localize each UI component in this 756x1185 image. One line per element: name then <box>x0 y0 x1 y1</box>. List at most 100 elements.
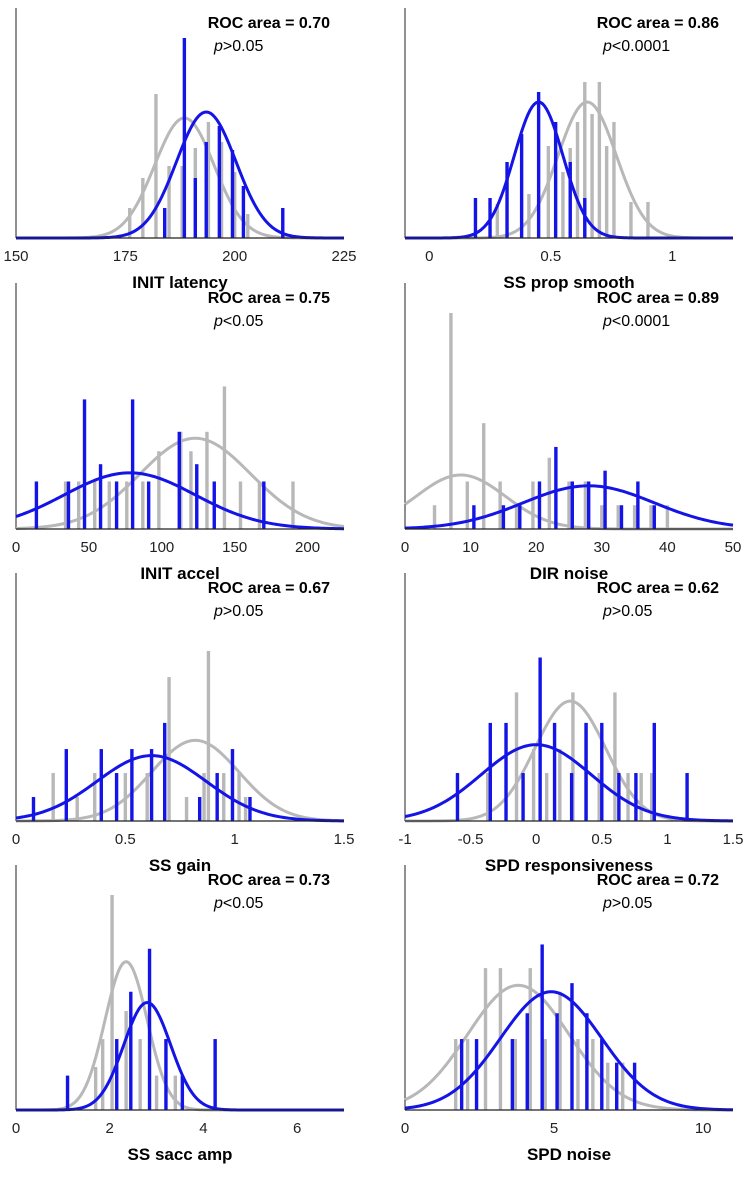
blue-bar-4 <box>98 464 103 529</box>
gray-bar-10 <box>583 481 588 529</box>
p-value-label: p<0.05 <box>213 895 263 912</box>
blue-bar-4 <box>519 134 524 238</box>
p-threshold: >0.05 <box>612 603 653 620</box>
gray-bar-9 <box>597 82 602 238</box>
blue-bar-8 <box>603 470 607 529</box>
gray-bar-7 <box>583 82 587 238</box>
gray-bar-8 <box>597 773 601 821</box>
p-threshold: <0.0001 <box>612 313 670 330</box>
x-tick-label: 0 <box>401 1120 409 1137</box>
x-tick-label: 10 <box>462 539 479 556</box>
gray-bar-2 <box>527 194 531 238</box>
gray-bar-11 <box>600 505 604 529</box>
gray-bar-9 <box>189 451 193 529</box>
p-value-label: p>0.05 <box>602 603 652 620</box>
x-tick-label: 1 <box>663 831 671 848</box>
gray-bar-8 <box>558 991 562 1110</box>
gray-bar-3 <box>93 773 97 821</box>
p-value-label: p<0.0001 <box>602 313 670 330</box>
gray-bar-9 <box>576 1039 580 1110</box>
gray-bar-14 <box>649 505 653 529</box>
blue-gaussian-fit <box>16 110 344 240</box>
x-tick-label: 100 <box>149 539 174 556</box>
blue-bar-8 <box>281 208 285 238</box>
roc-area-label: ROC area = 0.70 <box>208 15 330 32</box>
series-gray <box>16 94 344 240</box>
blue-bar-4 <box>204 142 208 238</box>
gray-bar-4 <box>561 172 565 238</box>
x-tick-label: 20 <box>528 539 545 556</box>
p-threshold: >0.05 <box>223 38 264 55</box>
gray-bar-3 <box>93 481 97 529</box>
blue-bar-3 <box>518 505 522 529</box>
gray-bar-7 <box>184 797 189 821</box>
gray-bar-12 <box>649 773 654 821</box>
x-tick-label: 150 <box>3 248 28 265</box>
blue-bar-5 <box>114 481 119 529</box>
panel-3: 0 50 100 150 200 INIT accel ROC area = 0.75 p<0… <box>12 283 345 583</box>
gray-bar-12 <box>629 202 633 238</box>
panel-7: 0 2 4 6 SS sacc amp ROC area = 0.73 p<0.05 <box>12 865 344 1164</box>
x-tick-label: 50 <box>725 539 742 556</box>
gray-bar-5 <box>558 749 562 821</box>
blue-bar-1 <box>472 505 476 529</box>
x-axis-label: INIT accel <box>140 564 219 583</box>
series-blue <box>16 948 344 1112</box>
p-symbol: p <box>602 313 612 330</box>
x-tick-label: 200 <box>222 248 247 265</box>
gray-bar-4 <box>107 481 111 529</box>
blue-bar-5 <box>536 92 541 238</box>
blue-bar-7 <box>162 722 167 821</box>
gray-bar-6 <box>514 505 519 529</box>
blue-bar-3 <box>193 178 198 238</box>
x-tick-label: 0.5 <box>115 831 136 848</box>
gray-bar-10 <box>222 773 226 821</box>
p-symbol: p <box>602 895 612 912</box>
blue-bar-2 <box>64 749 68 821</box>
roc-area-label: ROC area = 0.72 <box>597 872 719 889</box>
gray-bar-1 <box>51 773 55 821</box>
gray-bar-5 <box>145 773 149 821</box>
gray-bar-4 <box>167 166 171 238</box>
gray-bar-6 <box>141 481 145 529</box>
blue-bar-7 <box>146 481 151 529</box>
blue-bar-5 <box>217 126 222 238</box>
gray-bar-6 <box>528 968 532 1110</box>
x-tick-label: 6 <box>293 1120 301 1137</box>
p-threshold: <0.05 <box>223 895 264 912</box>
blue-bar-6 <box>130 399 135 529</box>
x-tick-label: 175 <box>113 248 138 265</box>
p-symbol: p <box>602 603 612 620</box>
blue-bar-11 <box>632 1062 637 1110</box>
x-axis-label: SPD noise <box>527 1145 611 1164</box>
series-gray <box>404 313 733 531</box>
gray-bar-13 <box>646 202 650 238</box>
blue-bar-2 <box>501 505 506 529</box>
roc-area-label: ROC area = 0.67 <box>208 580 330 597</box>
blue-bar-6 <box>552 722 557 821</box>
gray-bar-11 <box>606 1062 610 1110</box>
blue-bar-4 <box>525 1013 529 1110</box>
blue-bar-3 <box>510 1039 515 1110</box>
blue-bar-6 <box>555 1013 559 1110</box>
gray-bar-3 <box>465 481 470 529</box>
gray-bar-5 <box>180 166 184 238</box>
blue-bar-8 <box>177 431 181 529</box>
gray-bar-9 <box>206 650 211 821</box>
blue-bar-2 <box>182 38 187 238</box>
gray-bar-8 <box>202 773 206 821</box>
blue-bar-5 <box>554 446 558 529</box>
x-tick-label: 1 <box>668 248 676 265</box>
blue-bar-5 <box>538 657 542 821</box>
x-tick-label: 5 <box>550 1120 558 1137</box>
gray-bar-10 <box>205 431 209 529</box>
gray-bar-2 <box>465 1039 470 1110</box>
gray-bar-1 <box>453 1039 458 1110</box>
gray-bar-1 <box>432 505 437 529</box>
x-tick-label: 4 <box>199 1120 207 1137</box>
blue-bar-9 <box>215 773 219 821</box>
blue-bar-5 <box>540 944 544 1110</box>
p-value-label: p>0.05 <box>213 603 263 620</box>
gray-bar-7 <box>157 451 161 529</box>
blue-bar-3 <box>99 749 103 821</box>
